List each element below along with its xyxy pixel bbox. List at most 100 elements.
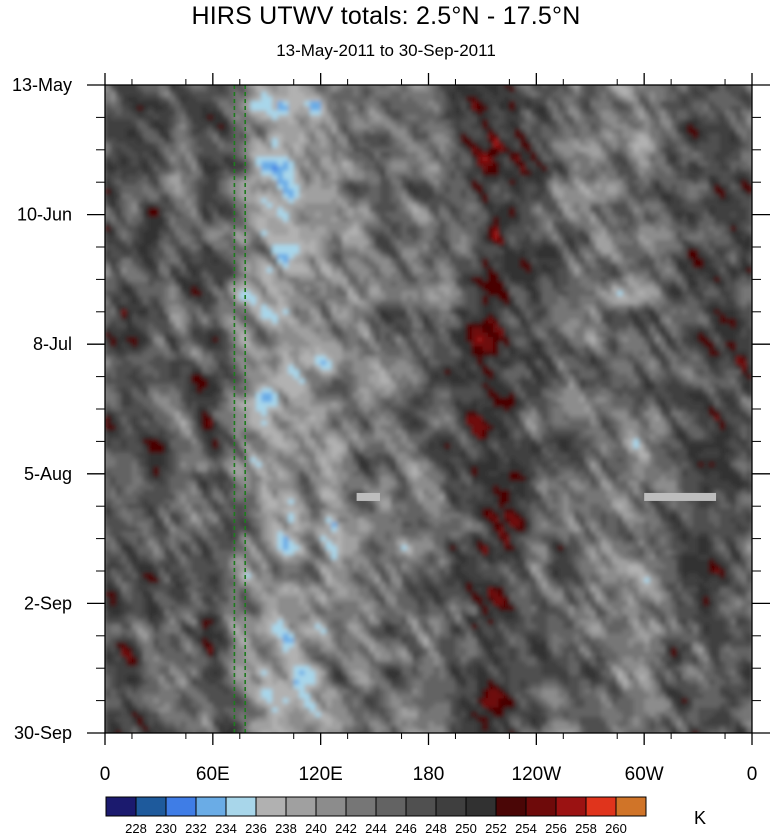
heatmap-cell (121, 249, 128, 255)
heatmap-cell (164, 147, 171, 153)
heatmap-cell (347, 115, 354, 121)
heatmap-cell (627, 203, 634, 209)
heatmap-cell (223, 115, 230, 121)
heatmap-cell (601, 230, 608, 237)
heatmap-cell (552, 258, 559, 264)
heatmap-cell (299, 267, 306, 274)
heatmap-cell (649, 244, 656, 250)
heatmap-cell (272, 87, 279, 93)
heatmap-cell (450, 85, 457, 88)
heatmap-cell (110, 170, 117, 176)
heatmap-cell (191, 212, 198, 218)
heatmap-cell (541, 263, 548, 269)
heatmap-cell (746, 124, 752, 130)
heatmap-cell (336, 110, 343, 116)
heatmap-cell (525, 240, 532, 246)
heatmap-cell (746, 147, 752, 153)
heatmap-cell (482, 184, 489, 190)
heatmap-cell (326, 203, 333, 209)
heatmap-cell (234, 101, 241, 107)
heatmap-cell (137, 156, 144, 162)
heatmap-cell (644, 175, 651, 181)
heatmap-cell (315, 272, 322, 278)
heatmap-cell (315, 142, 322, 149)
heatmap-cell (601, 105, 608, 112)
heatmap-cell (396, 85, 403, 88)
heatmap-cell (687, 110, 694, 116)
heatmap-cell (428, 216, 435, 223)
heatmap-cell (649, 119, 656, 125)
heatmap-cell (665, 101, 672, 107)
heatmap-cell (579, 193, 586, 199)
heatmap-cell (175, 85, 182, 88)
heatmap-cell (601, 166, 608, 172)
heatmap-cell (638, 249, 645, 255)
heatmap-cell (617, 156, 624, 162)
heatmap-cell (719, 253, 726, 260)
heatmap-cell (595, 119, 602, 125)
heatmap-cell (687, 189, 694, 195)
heatmap-cell (735, 189, 742, 195)
heatmap-cell (444, 170, 451, 176)
heatmap-cell (272, 203, 279, 209)
heatmap-cell (142, 272, 149, 278)
heatmap-cell (110, 161, 117, 167)
heatmap-cell (493, 91, 500, 98)
heatmap-cell (126, 216, 133, 223)
heatmap-cell (390, 235, 397, 241)
heatmap-cell (255, 119, 262, 125)
heatmap-cell (482, 138, 489, 144)
heatmap-cell (282, 226, 289, 232)
heatmap-cell (503, 249, 510, 255)
heatmap-cell (633, 193, 640, 199)
heatmap-cell (212, 244, 219, 250)
heatmap-cell (595, 110, 602, 116)
heatmap-cell (272, 244, 279, 250)
heatmap-cell (153, 263, 160, 269)
heatmap-cell (671, 258, 678, 264)
heatmap-cell (520, 203, 527, 209)
heatmap-cell (142, 105, 149, 112)
heatmap-cell (121, 189, 128, 195)
heatmap-cell (385, 91, 392, 98)
heatmap-cell (547, 244, 554, 250)
heatmap-cell (649, 198, 656, 204)
heatmap-cell (627, 161, 634, 167)
heatmap-cell (164, 128, 171, 135)
heatmap-cell (617, 147, 624, 153)
heatmap-cell (574, 170, 581, 176)
heatmap-cell (525, 101, 532, 107)
heatmap-cell (396, 87, 403, 93)
heatmap-cell (320, 249, 327, 255)
heatmap-cell (574, 96, 581, 102)
heatmap-cell (196, 110, 203, 116)
heatmap-cell (460, 110, 467, 116)
heatmap-cell (417, 216, 424, 223)
heatmap-cell (552, 212, 559, 218)
heatmap-cell (741, 212, 748, 218)
heatmap-cell (401, 212, 408, 218)
heatmap-cell (574, 258, 581, 264)
heatmap-cell (417, 128, 424, 135)
heatmap-cell (245, 193, 252, 199)
heatmap-cell (541, 226, 548, 232)
heatmap-cell (126, 152, 133, 158)
heatmap-cell (698, 96, 705, 102)
heatmap-cell (746, 235, 752, 241)
heatmap-cell (406, 263, 413, 269)
heatmap-cell (595, 267, 602, 274)
heatmap-cell (611, 244, 618, 250)
heatmap-cell (455, 258, 462, 264)
heatmap-cell (617, 235, 624, 241)
heatmap-cell (131, 170, 138, 176)
heatmap-cell (105, 175, 111, 181)
heatmap-cell (212, 198, 219, 204)
heatmap-cell (169, 235, 176, 241)
heatmap-cell (293, 133, 300, 139)
heatmap-cell (282, 230, 289, 237)
heatmap-cell (331, 128, 338, 135)
heatmap-cell (520, 147, 527, 153)
heatmap-cell (450, 216, 457, 223)
heatmap-cell (374, 87, 381, 93)
heatmap-cell (423, 267, 430, 274)
